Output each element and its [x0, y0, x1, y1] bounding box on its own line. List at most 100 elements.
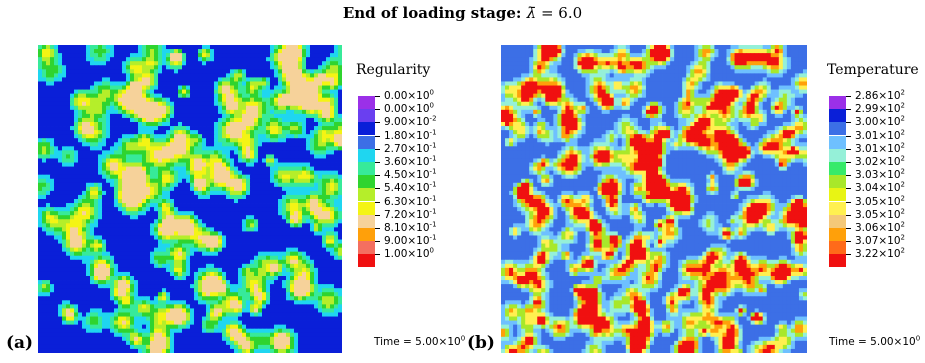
legend-value: 3.07×102 — [855, 233, 906, 248]
legend-swatch — [829, 109, 846, 123]
legend-value: 3.02×102 — [855, 154, 906, 168]
panel-b-time: Time = 5.00×100 — [829, 334, 921, 348]
legend-entry: 0.00×100 — [358, 89, 478, 109]
legend-value: 3.03×102 — [855, 167, 906, 182]
legend-value: 3.04×102 — [855, 180, 906, 195]
legend-value: 3.60×10-1 — [384, 154, 437, 168]
legend-swatch — [829, 254, 846, 268]
legend-swatch — [829, 201, 846, 215]
legend-value: 8.10×10-1 — [384, 220, 437, 234]
legend-tick — [375, 241, 380, 243]
legend-tick — [846, 148, 851, 150]
legend-tick — [846, 214, 851, 216]
temperature-field — [501, 45, 807, 353]
legend-entry: 3.60×10-1 — [358, 155, 478, 175]
legend-tick — [375, 109, 380, 111]
legend-swatch — [829, 214, 846, 228]
legend-swatch — [358, 96, 375, 109]
legend-value: 6.30×10-1 — [384, 194, 437, 208]
legend-tick — [846, 254, 851, 256]
panel-b-legend-title: Temperature — [827, 62, 919, 78]
panel-a-legend-title: Regularity — [356, 62, 431, 78]
title-symbol: λ̄ — [526, 4, 537, 22]
legend-swatch — [358, 162, 375, 175]
legend-value: 3.01×102 — [855, 141, 906, 155]
legend-swatch — [358, 135, 375, 149]
legend-value: 0.00×100 — [384, 88, 435, 102]
legend-entry: 3.06×102 — [829, 221, 925, 241]
legend-tick — [375, 175, 380, 177]
panel-b-label: (b) — [467, 333, 495, 353]
legend-entry: 9.00×10-1 — [358, 234, 478, 255]
legend-value: 3.05×102 — [855, 207, 906, 221]
legend-swatch — [358, 254, 375, 268]
legend-swatch — [829, 175, 846, 189]
legend-entry: 8.10×10-1 — [358, 221, 478, 241]
legend-value: 3.06×102 — [855, 220, 906, 234]
legend-tick — [846, 228, 851, 229]
title-prefix: End of loading stage: — [342, 4, 527, 22]
legend-tick — [846, 135, 851, 137]
legend-entry: 1.80×10-1 — [358, 129, 478, 149]
legend-swatch — [829, 135, 846, 149]
legend-value: 2.99×102 — [855, 101, 906, 116]
legend-swatch — [358, 148, 375, 162]
legend-value: 3.05×102 — [855, 194, 906, 208]
panel-b-plot — [501, 45, 807, 353]
legend-entry: 3.01×102 — [829, 142, 925, 162]
legend-entry: 3.02×102 — [829, 155, 925, 175]
legend-tick — [375, 148, 380, 150]
legend-swatch — [358, 214, 375, 228]
legend-entry: 3.07×102 — [829, 234, 925, 255]
legend-swatch — [829, 148, 846, 162]
legend-tick — [375, 135, 380, 137]
legend-tick — [846, 162, 851, 163]
legend-entry: 3.04×102 — [829, 181, 925, 202]
legend-tick — [375, 96, 380, 97]
legend-entry: 3.22×102 — [829, 247, 925, 268]
legend-entry: 6.30×10-1 — [358, 195, 478, 215]
legend-swatch — [358, 109, 375, 123]
legend-swatch — [829, 241, 846, 255]
legend-entry: 2.99×102 — [829, 102, 925, 123]
legend-value: 9.00×10-2 — [384, 114, 437, 129]
legend-tick — [375, 188, 380, 190]
regularity-field — [38, 45, 342, 353]
panel-a-label: (a) — [6, 333, 34, 353]
legend-swatch — [829, 122, 846, 136]
legend-swatch — [829, 96, 846, 109]
legend-value: 3.00×102 — [855, 114, 906, 129]
legend-swatch — [358, 175, 375, 189]
legend-tick — [375, 201, 380, 203]
legend-entry: 3.01×102 — [829, 129, 925, 149]
panel-a-plot — [38, 45, 342, 353]
legend-tick — [846, 175, 851, 177]
legend-value: 3.01×102 — [855, 128, 906, 142]
legend-value: 0.00×100 — [384, 101, 435, 116]
legend-swatch — [358, 201, 375, 215]
legend-tick — [846, 201, 851, 203]
legend-entry: 3.05×102 — [829, 208, 925, 228]
legend-entry: 1.00×100 — [358, 247, 478, 268]
legend-tick — [846, 109, 851, 111]
legend-entry: 5.40×10-1 — [358, 181, 478, 202]
legend-entry: 3.00×102 — [829, 115, 925, 136]
legend-value: 5.40×10-1 — [384, 180, 437, 195]
legend-swatch — [358, 188, 375, 202]
legend-value: 7.20×10-1 — [384, 207, 437, 221]
panel-a-time: Time = 5.00×100 — [374, 334, 466, 348]
legend-value: 4.50×10-1 — [384, 167, 437, 182]
legend-tick — [375, 228, 380, 229]
legend-value: 3.22×102 — [855, 246, 906, 261]
legend-entry: 0.00×100 — [358, 102, 478, 123]
legend-entry: 4.50×10-1 — [358, 168, 478, 189]
legend-swatch — [358, 122, 375, 136]
legend-swatch — [829, 228, 846, 241]
legend-tick — [846, 241, 851, 243]
legend-tick — [375, 162, 380, 163]
legend-value: 1.80×10-1 — [384, 128, 437, 142]
legend-swatch — [829, 162, 846, 175]
legend-entry: 9.00×10-2 — [358, 115, 478, 136]
legend-tick — [375, 122, 380, 124]
legend-tick — [846, 96, 851, 97]
